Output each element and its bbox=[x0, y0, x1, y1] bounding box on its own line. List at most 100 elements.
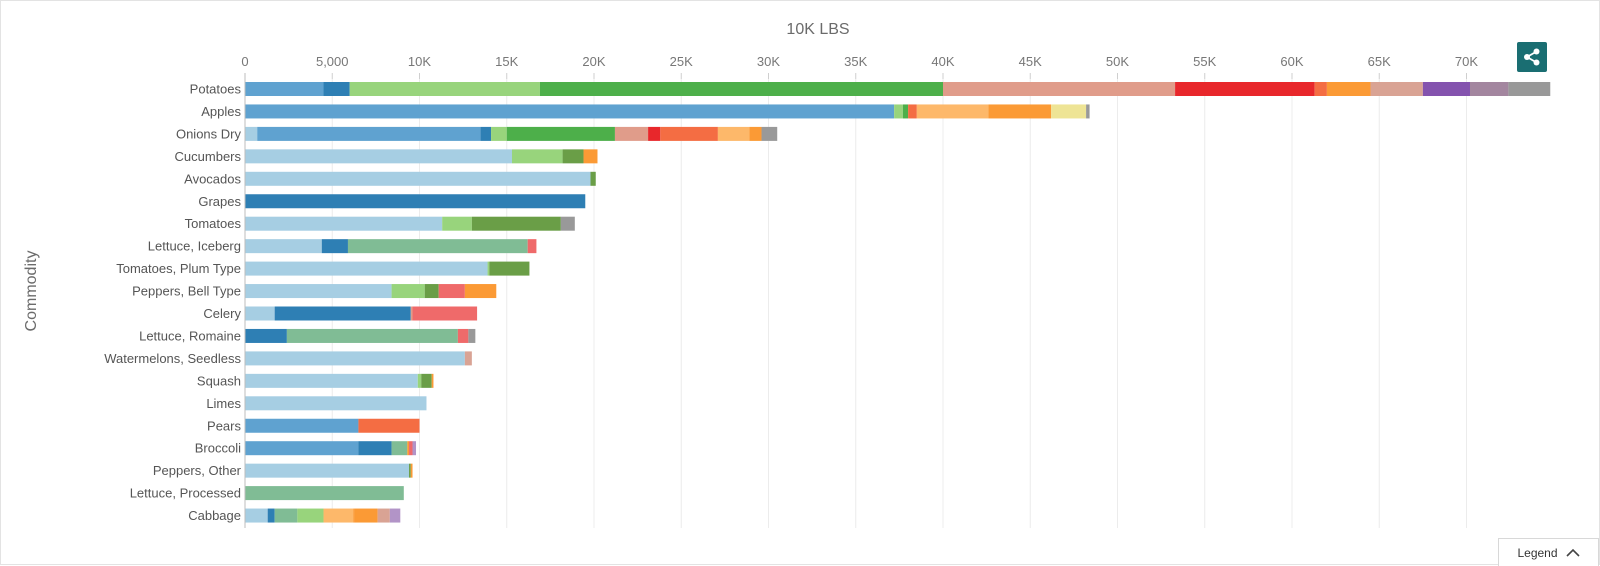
bar-segment[interactable] bbox=[471, 216, 561, 231]
bar-segment[interactable] bbox=[902, 104, 909, 119]
legend-toggle-button[interactable]: Legend bbox=[1498, 538, 1599, 566]
bar-segment[interactable] bbox=[648, 126, 661, 141]
bar-segment[interactable] bbox=[245, 194, 586, 209]
bar-segment[interactable] bbox=[464, 284, 497, 299]
bar-segment[interactable] bbox=[389, 508, 401, 523]
bar-segment[interactable] bbox=[245, 373, 418, 388]
bar-segment[interactable] bbox=[391, 284, 425, 299]
bar-segment[interactable] bbox=[245, 82, 324, 96]
bar-segment[interactable] bbox=[274, 508, 298, 523]
category-label: Cucumbers bbox=[175, 149, 242, 164]
bar-segment[interactable] bbox=[257, 126, 481, 141]
bar-segment[interactable] bbox=[410, 463, 413, 478]
bar-row bbox=[245, 328, 476, 343]
bar-segment[interactable] bbox=[245, 463, 410, 478]
bar-segment[interactable] bbox=[245, 216, 443, 231]
bar-segment[interactable] bbox=[323, 508, 354, 523]
bar-segment[interactable] bbox=[487, 261, 490, 276]
bar-segment[interactable] bbox=[297, 508, 324, 523]
bar-segment[interactable] bbox=[1370, 82, 1423, 96]
bar-segment[interactable] bbox=[943, 82, 1176, 96]
bar-segment[interactable] bbox=[761, 126, 778, 141]
category-label: Cabbage bbox=[188, 508, 241, 523]
bar-segment[interactable] bbox=[1326, 82, 1371, 96]
bar-segment[interactable] bbox=[431, 373, 434, 388]
bar-segment[interactable] bbox=[409, 463, 411, 478]
bar-segment[interactable] bbox=[988, 104, 1052, 119]
bar-segment[interactable] bbox=[421, 373, 432, 388]
bar-segment[interactable] bbox=[245, 104, 895, 119]
bar-segment[interactable] bbox=[245, 328, 287, 343]
bar-segment[interactable] bbox=[489, 261, 530, 276]
bar-segment[interactable] bbox=[480, 126, 492, 141]
bar-segment[interactable] bbox=[349, 82, 540, 96]
bar-segment[interactable] bbox=[660, 126, 718, 141]
bar-segment[interactable] bbox=[1086, 104, 1090, 119]
bar-segment[interactable] bbox=[1422, 82, 1470, 96]
bar-row bbox=[245, 486, 404, 501]
bar-segment[interactable] bbox=[506, 126, 615, 141]
bar-segment[interactable] bbox=[1051, 104, 1087, 119]
bar-segment[interactable] bbox=[457, 328, 469, 343]
bar-segment[interactable] bbox=[245, 239, 322, 254]
bar-segment[interactable] bbox=[464, 351, 472, 366]
bar-segment[interactable] bbox=[442, 216, 472, 231]
bar-row bbox=[245, 441, 417, 456]
bar-segment[interactable] bbox=[407, 441, 410, 456]
x-tick-label: 40K bbox=[931, 54, 954, 69]
bar-segment[interactable] bbox=[245, 508, 268, 523]
bar-segment[interactable] bbox=[358, 418, 420, 433]
bar-segment[interactable] bbox=[560, 216, 575, 231]
bar-segment[interactable] bbox=[491, 126, 507, 141]
bar-segment[interactable] bbox=[468, 328, 476, 343]
bar-segment[interactable] bbox=[245, 418, 359, 433]
bar-segment[interactable] bbox=[245, 396, 427, 411]
bar-segment[interactable] bbox=[245, 149, 512, 164]
bar-segment[interactable] bbox=[274, 306, 411, 321]
bar-segment[interactable] bbox=[354, 508, 378, 523]
bar-segment[interactable] bbox=[583, 149, 598, 164]
bar-segment[interactable] bbox=[539, 82, 943, 96]
bar-segment[interactable] bbox=[527, 239, 537, 254]
bar-segment[interactable] bbox=[391, 441, 408, 456]
bar-segment[interactable] bbox=[323, 82, 350, 96]
bar-segment[interactable] bbox=[245, 306, 275, 321]
bar-segment[interactable] bbox=[377, 508, 390, 523]
bar-segment[interactable] bbox=[614, 126, 649, 141]
bar-segment[interactable] bbox=[1314, 82, 1327, 96]
bar-segment[interactable] bbox=[417, 373, 422, 388]
bar-segment[interactable] bbox=[412, 441, 417, 456]
share-button[interactable] bbox=[1517, 42, 1547, 72]
bar-segment[interactable] bbox=[245, 261, 488, 276]
bar-segment[interactable] bbox=[1469, 82, 1509, 96]
bar-segment[interactable] bbox=[438, 284, 465, 299]
bar-segment[interactable] bbox=[358, 441, 392, 456]
bar-segment[interactable] bbox=[1508, 82, 1551, 96]
bar-segment[interactable] bbox=[245, 284, 392, 299]
bar-segment[interactable] bbox=[424, 284, 439, 299]
bar-segment[interactable] bbox=[908, 104, 917, 119]
bar-segment[interactable] bbox=[1175, 82, 1315, 96]
bar-segment[interactable] bbox=[749, 126, 762, 141]
bar-segment[interactable] bbox=[245, 351, 465, 366]
bar-segment[interactable] bbox=[245, 486, 404, 501]
bar-segment[interactable] bbox=[410, 306, 413, 321]
bar-segment[interactable] bbox=[916, 104, 989, 119]
bar-segment[interactable] bbox=[353, 508, 355, 523]
bar-segment[interactable] bbox=[286, 328, 458, 343]
x-tick-label: 35K bbox=[844, 54, 867, 69]
bar-segment[interactable] bbox=[245, 171, 591, 186]
bar-row bbox=[245, 418, 420, 433]
bar-segment[interactable] bbox=[894, 104, 903, 119]
bar-segment[interactable] bbox=[590, 171, 596, 186]
bar-segment[interactable] bbox=[347, 239, 528, 254]
bar-segment[interactable] bbox=[245, 126, 258, 141]
bar-segment[interactable] bbox=[267, 508, 275, 523]
bar-segment[interactable] bbox=[412, 306, 478, 321]
bar-segment[interactable] bbox=[409, 441, 413, 456]
bar-segment[interactable] bbox=[717, 126, 750, 141]
bar-segment[interactable] bbox=[245, 441, 359, 456]
bar-segment[interactable] bbox=[562, 149, 584, 164]
bar-segment[interactable] bbox=[321, 239, 348, 254]
bar-segment[interactable] bbox=[511, 149, 563, 164]
